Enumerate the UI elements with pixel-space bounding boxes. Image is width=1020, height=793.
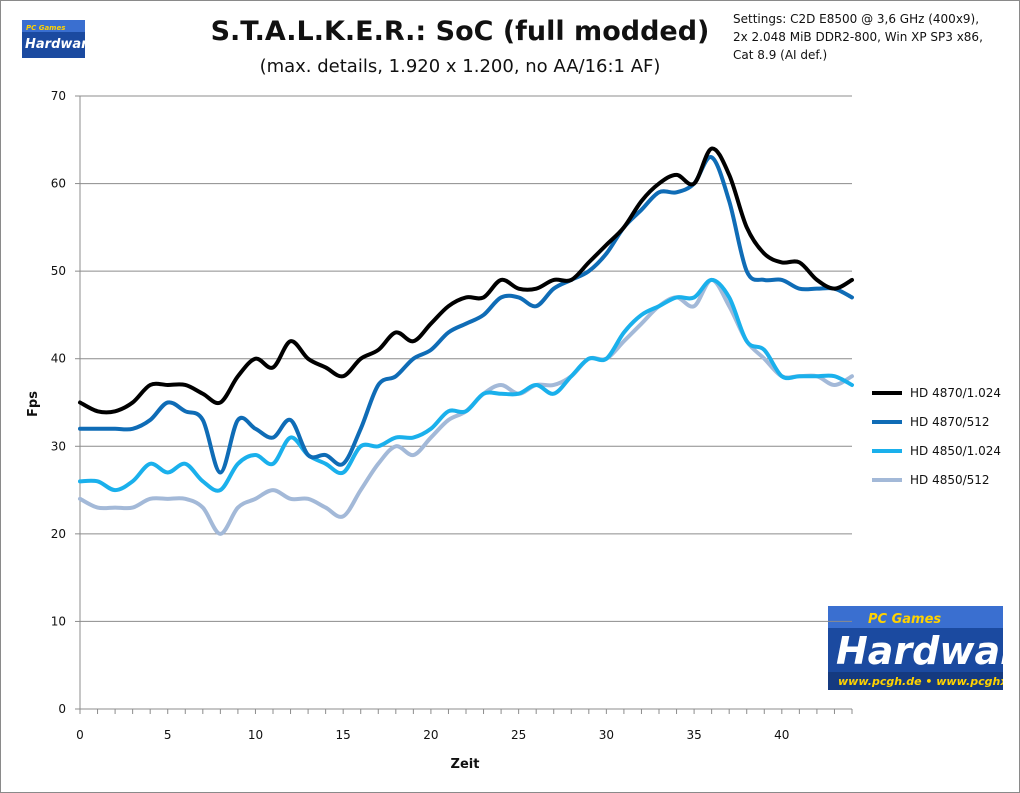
logo-big-word: Hardware [836,629,1003,673]
x-tick-label: 20 [423,728,438,742]
x-tick-label: 5 [164,728,172,742]
settings-line-3: Cat 8.9 (AI def.) [733,48,828,62]
x-tick-label: 40 [774,728,789,742]
y-tick-label: 60 [51,177,66,191]
logo-small-word: Hardware [25,37,85,52]
series-line-hd-4850-1-024 [78,277,854,493]
logo-big-url: www.pcgh.de • www.pcghx.com [838,675,1003,688]
legend-label: HD 4850/512 [910,473,990,487]
settings-line-1: Settings: C2D E8500 @ 3,6 GHz (400x9), [733,12,980,26]
chart-title: S.T.A.L.K.E.R.: SoC (full modded) [210,16,710,47]
y-tick-label: 50 [51,264,66,278]
y-axis-label: Fps [26,391,41,417]
y-tick-label: 20 [51,527,66,541]
series-line-hd-4870-1-024 [78,146,854,415]
x-tick-label: 30 [599,728,614,742]
legend-label: HD 4870/1.024 [910,386,1001,400]
legend-label: HD 4870/512 [910,415,990,429]
series-line-hd-4870-512 [78,155,854,475]
chart-subtitle: (max. details, 1.920 x 1.200, no AA/16:1… [259,56,661,77]
pcgh-logo-big: PC Games Hardware www.pcgh.de • www.pcgh… [828,606,1003,690]
axis-layer: 0 10 20 30 40 50 60 70 0 5 10 15 20 25 30 35 40 [51,89,853,742]
x-axis-label: Zeit [451,757,480,772]
y-tick-label: 10 [51,614,66,628]
y-tick-label: 30 [51,439,66,453]
x-tick-label: 25 [511,728,526,742]
y-tick-label: 0 [58,702,66,716]
pcgh-logo-small: PC Games Hardware [22,20,85,58]
x-tick-label: 10 [248,728,263,742]
legend-label: HD 4850/1.024 [910,444,1001,458]
settings-line-2: 2x 2.048 MiB DDR2-800, Win XP SP3 x86, [733,30,983,44]
y-tick-label: 70 [51,89,66,103]
logo-big-top: PC Games [868,612,941,627]
legend-layer: HD 4870/1.024 HD 4870/512 HD 4850/1.024 HD … [872,386,1001,487]
settings-note: Settings: C2D E8500 @ 3,6 GHz (400x9), 2… [733,10,1018,64]
logo-small-top: PC Games [26,24,65,32]
grid-layer [80,95,852,622]
series-layer [78,146,854,536]
x-tick-label: 0 [76,728,84,742]
x-tick-label: 15 [336,728,351,742]
x-tick-label: 35 [686,728,701,742]
y-tick-label: 40 [51,352,66,366]
